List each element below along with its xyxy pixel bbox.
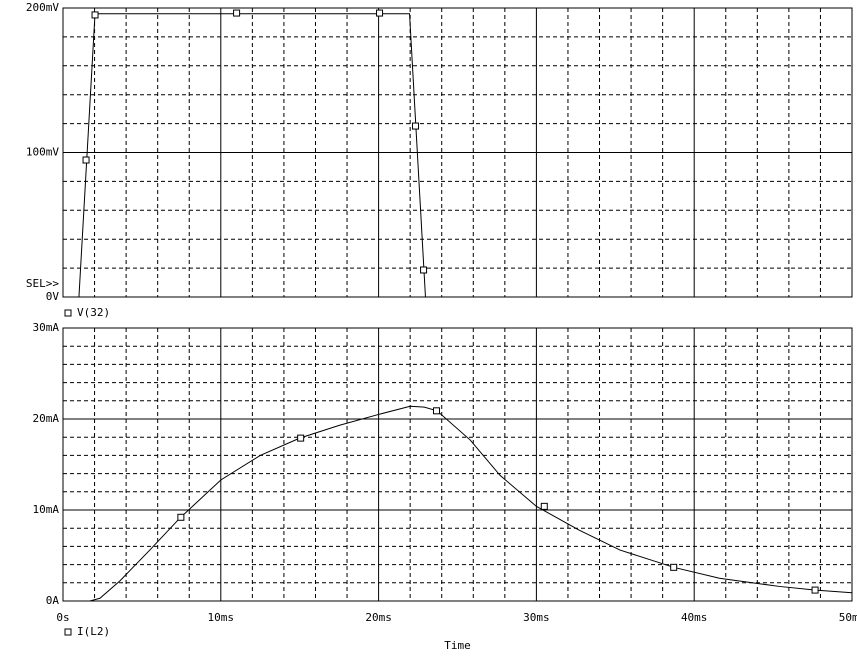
trace-marker [82,156,90,164]
trace-marker [376,9,384,17]
trace [63,13,426,298]
trace-marker [177,513,185,521]
x-tick-label: 30ms [523,611,550,624]
y-tick-label: 0A [46,594,60,607]
legend-symbol [64,628,72,636]
legend-label: V(32) [77,306,110,319]
x-tick-label: 20ms [365,611,392,624]
trace [63,405,853,602]
plot-frame [62,327,853,602]
y-tick-label: 30mA [33,321,60,334]
y-tick-label: 200mV [26,1,59,14]
x-tick-label: 40ms [681,611,708,624]
y-tick-label: 10mA [33,503,60,516]
y-tick-label: 0V [46,290,60,303]
legend-symbol [64,309,72,317]
y-tick-label: 100mV [26,146,59,159]
y-tick-label: 20mA [33,412,60,425]
x-tick-label: 50ms [839,611,857,624]
trace-marker [297,434,305,442]
x-axis-label: Time [444,639,471,652]
legend-label: I(L2) [77,625,110,638]
x-tick-label: 10ms [208,611,235,624]
trace-marker [412,122,420,130]
selection-marker: SEL>> [26,277,59,290]
trace-marker [811,586,819,594]
trace-marker [670,563,678,571]
x-tick-label: 0s [56,611,69,624]
trace-marker [433,407,441,415]
trace-marker [91,11,99,19]
trace-marker [420,266,428,274]
trace-marker [540,502,548,510]
trace-marker [233,9,241,17]
plot-frame [62,7,853,298]
